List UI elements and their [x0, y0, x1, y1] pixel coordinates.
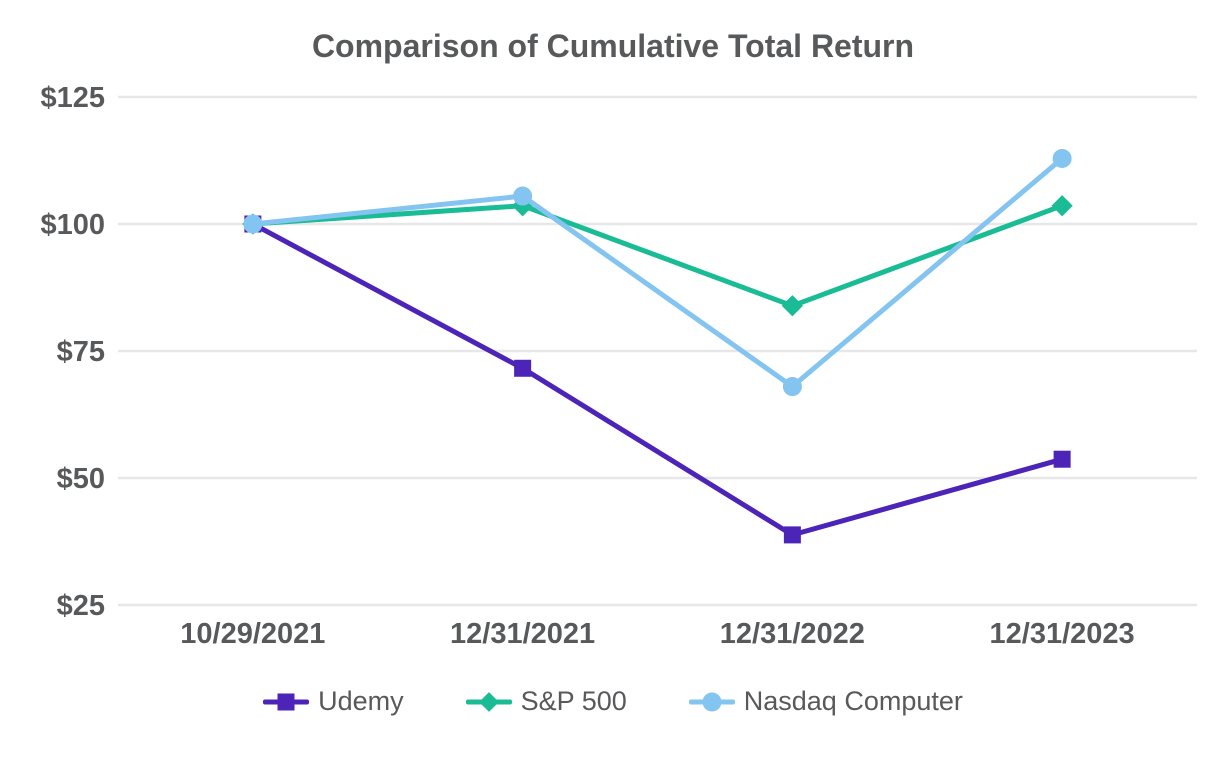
- legend-item-udemy: Udemy: [263, 686, 404, 717]
- nasdaq-circle-marker-icon: [688, 691, 735, 713]
- chart-legend: Udemy S&P 500 Nasdaq Computer: [0, 686, 1226, 717]
- sp500-diamond-marker-icon: [465, 691, 512, 713]
- svg-text:10/29/2021: 10/29/2021: [180, 618, 325, 650]
- udemy-square-marker-icon: [263, 691, 310, 713]
- legend-label-udemy: Udemy: [318, 686, 404, 716]
- chart-title: Comparison of Cumulative Total Return: [311, 28, 915, 64]
- legend-item-sp500: S&P 500: [465, 686, 627, 717]
- legend-label-nasdaq-computer: Nasdaq Computer: [743, 686, 963, 716]
- legend-label-sp500: S&P 500: [520, 686, 627, 716]
- svg-text:12/31/2022: 12/31/2022: [720, 618, 865, 650]
- svg-text:12/31/2023: 12/31/2023: [990, 618, 1135, 650]
- svg-text:$100: $100: [40, 209, 105, 241]
- svg-text:$125: $125: [40, 82, 105, 114]
- legend-item-nasdaq-computer: Nasdaq Computer: [688, 686, 963, 717]
- svg-text:$50: $50: [57, 463, 105, 495]
- svg-text:12/31/2021: 12/31/2021: [450, 618, 595, 650]
- svg-text:$75: $75: [57, 336, 105, 368]
- svg-text:$25: $25: [57, 590, 105, 622]
